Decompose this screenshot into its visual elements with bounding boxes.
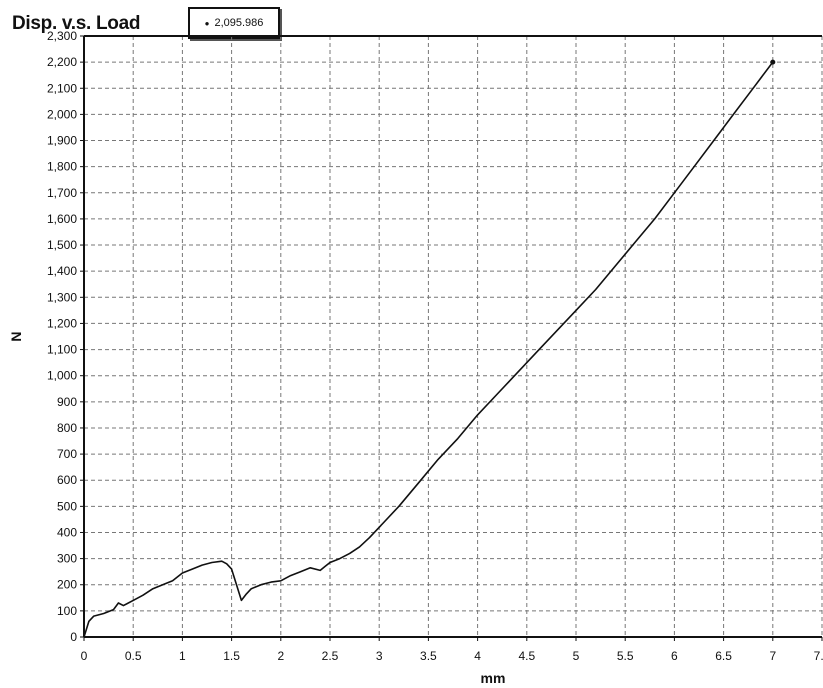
y-tick-label: 400 [57,525,77,539]
y-tick-label: 900 [57,395,77,409]
y-tick-label: 1,200 [47,316,77,330]
x-tick-label: 7 [769,649,776,663]
y-tick-label: 1,700 [47,186,77,200]
y-axis-title: N [8,331,24,341]
x-tick-label: 2 [277,649,284,663]
axes [80,35,823,641]
y-tick-label: 600 [57,473,77,487]
legend-marker-icon: ● [204,18,210,28]
y-tick-label: 700 [57,447,77,461]
y-tick-label: 500 [57,499,77,513]
x-tick-label: 1.5 [223,649,240,663]
y-tick-label: 0 [70,630,77,644]
y-tick-label: 1,900 [47,134,77,148]
x-tick-label: 5.5 [617,649,634,663]
y-tick-label: 1,800 [47,160,77,174]
series-layer [83,59,776,638]
y-tick-label: 1,300 [47,290,77,304]
y-tick-label: 300 [57,552,77,566]
series-line [83,61,774,638]
legend-entry: 2,095.986 [214,17,264,29]
y-tick-label: 1,600 [47,212,77,226]
x-tick-label: 2.5 [322,649,339,663]
x-tick-label: 3.5 [420,649,437,663]
x-tick-label: 7.5 [814,649,823,663]
x-tick-label: 6 [671,649,678,663]
y-tick-label: 1,100 [47,343,77,357]
y-tick-label: 2,300 [47,29,77,43]
x-tick-label: 3 [376,649,383,663]
y-tick-label: 100 [57,604,77,618]
tick-labels: 0 100 200 300 400 500 600 700 800 900 1,000 1,100 1,… [8,29,823,686]
x-tick-label: 1 [179,649,186,663]
x-tick-label: 5 [573,649,580,663]
x-tick-label: 4.5 [518,649,535,663]
x-axis-title: mm [481,670,506,686]
x-tick-label: 0 [81,649,88,663]
y-tick-label: 800 [57,421,77,435]
y-tick-label: 200 [57,578,77,592]
legend: ● 2,095.986 [188,7,280,39]
y-tick-label: 2,200 [47,55,77,69]
y-tick-label: 2,000 [47,107,77,121]
x-tick-label: 4 [474,649,481,663]
x-tick-label: 0.5 [125,649,142,663]
grid [84,35,823,637]
y-tick-label: 1,400 [47,264,77,278]
y-tick-label: 1,000 [47,369,77,383]
x-tick-label: 6.5 [715,649,732,663]
chart-title: Disp. v.s. Load [12,13,141,34]
series-end-point [770,59,776,65]
y-tick-label: 2,100 [47,81,77,95]
y-tick-label: 1,500 [47,238,77,252]
